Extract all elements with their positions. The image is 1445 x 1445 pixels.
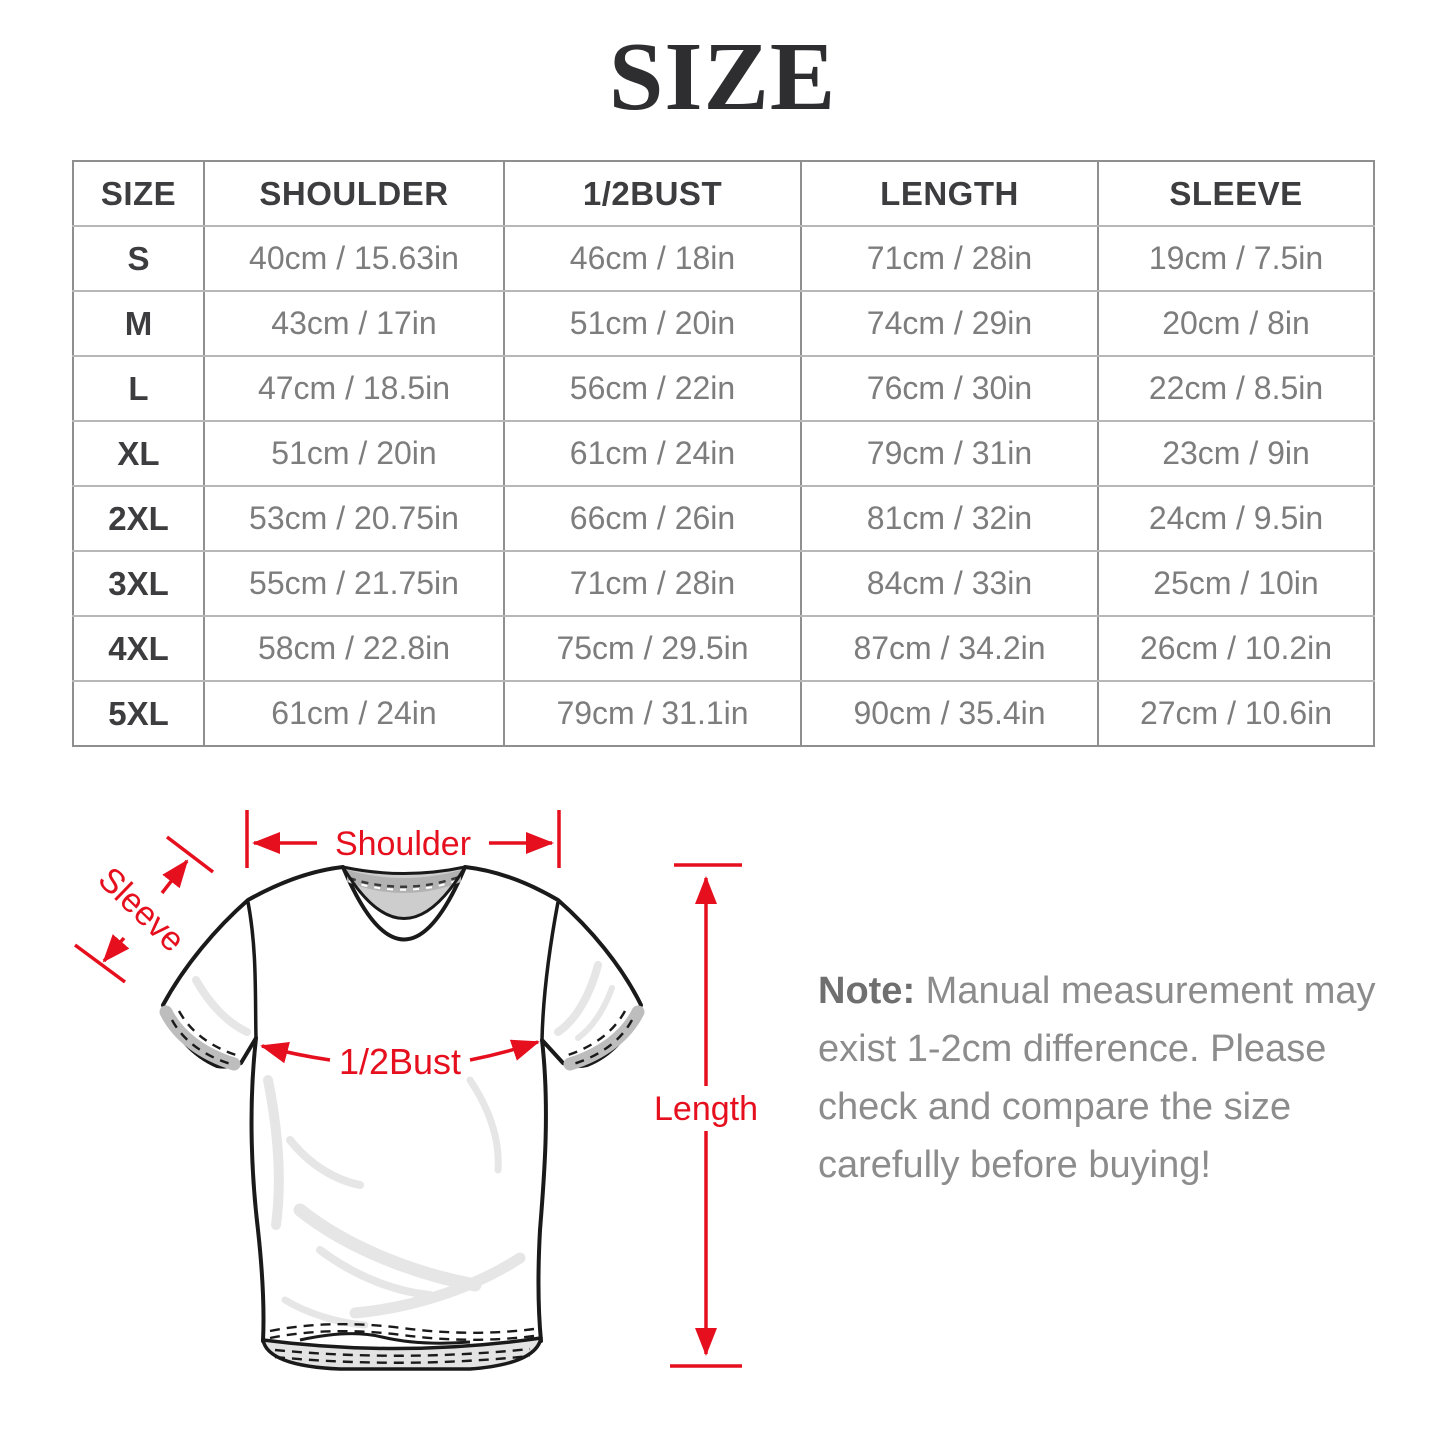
size-label: 5XL [72,680,205,747]
measurement-cell: 51cm / 20in [203,420,505,487]
measurement-cell: 61cm / 24in [503,420,802,487]
col-header-length: LENGTH [800,160,1099,227]
measurement-cell: 43cm / 17in [203,290,505,357]
measurement-cell: 27cm / 10.6in [1097,680,1375,747]
measurement-note: Note: Manual measurement may exist 1-2cm… [818,962,1378,1194]
measurement-cell: 20cm / 8in [1097,290,1375,357]
measurement-cell: 51cm / 20in [503,290,802,357]
length-label: Length [654,1090,758,1128]
measurement-cell: 61cm / 24in [203,680,505,747]
measurement-cell: 56cm / 22in [503,355,802,422]
note-prefix: Note: [818,970,916,1012]
size-label: S [72,225,205,292]
measurement-cell: 22cm / 8.5in [1097,355,1375,422]
col-header-bust: 1/2BUST [503,160,802,227]
note-line: Note: Manual measurement may [818,962,1378,1020]
cuff-stitching [170,1010,634,1067]
note-line: check and compare the size [818,1086,1292,1128]
measurement-cell: 47cm / 18.5in [203,355,505,422]
tshirt-illustration [159,865,645,1371]
measurement-cell: 71cm / 28in [800,225,1099,292]
note-line: exist 1-2cm difference. Please [818,1028,1327,1070]
bust-label: 1/2Bust [339,1041,461,1082]
length-annotation: Length [654,863,758,1368]
size-table: SIZE SHOULDER 1/2BUST LENGTH SLEEVE S 40… [72,160,1375,747]
right-sleeve-seam [540,901,560,1041]
col-header-shoulder: SHOULDER [203,160,505,227]
measurement-cell: 66cm / 26in [503,485,802,552]
left-sleeve-seam [246,901,258,1039]
table-row-5xl: 5XL 61cm / 24in 79cm / 31.1in 90cm / 35.… [72,680,1375,747]
hem [261,1322,543,1371]
measurement-cell: 71cm / 28in [503,550,802,617]
col-header-sleeve: SLEEVE [1097,160,1375,227]
measurement-cell: 84cm / 33in [800,550,1099,617]
measurement-cell: 87cm / 34.2in [800,615,1099,682]
size-label: 4XL [72,615,205,682]
table-row-m: M 43cm / 17in 51cm / 20in 74cm / 29in 20… [72,290,1375,357]
col-header-size: SIZE [72,160,205,227]
table-row-4xl: 4XL 58cm / 22.8in 75cm / 29.5in 87cm / 3… [72,615,1375,682]
measurement-cell: 23cm / 9in [1097,420,1375,487]
note-line: carefully before buying! [818,1144,1211,1186]
measurement-cell: 25cm / 10in [1097,550,1375,617]
tshirt-measurement-diagram: Shoulder Sleeve 1/2Bust Length [73,810,758,1371]
size-label: L [72,355,205,422]
table-row-3xl: 3XL 55cm / 21.75in 71cm / 28in 84cm / 33… [72,550,1375,617]
table-row-xl: XL 51cm / 20in 61cm / 24in 79cm / 31in 2… [72,420,1375,487]
table-row-2xl: 2XL 53cm / 20.75in 66cm / 26in 81cm / 32… [72,485,1375,552]
table-header-row: SIZE SHOULDER 1/2BUST LENGTH SLEEVE [72,160,1375,227]
note-text: Manual measurement may [925,970,1376,1012]
measurement-cell: 24cm / 9.5in [1097,485,1375,552]
measurement-cell: 26cm / 10.2in [1097,615,1375,682]
size-label: XL [72,420,205,487]
size-label: 2XL [72,485,205,552]
measurement-cell: 58cm / 22.8in [203,615,505,682]
table-row-l: L 47cm / 18.5in 56cm / 22in 76cm / 30in … [72,355,1375,422]
bust-annotation: 1/2Bust [260,1039,540,1082]
measurement-cell: 19cm / 7.5in [1097,225,1375,292]
measurement-cell: 90cm / 35.4in [800,680,1099,747]
measurement-cell: 55cm / 21.75in [203,550,505,617]
measurement-cell: 46cm / 18in [503,225,802,292]
table-row-s: S 40cm / 15.63in 46cm / 18in 71cm / 28in… [72,225,1375,292]
measurement-cell: 79cm / 31.1in [503,680,802,747]
tshirt-body [161,865,643,1353]
page-title: SIZE [608,23,837,131]
measurement-cell: 75cm / 29.5in [503,615,802,682]
measurement-cell: 74cm / 29in [800,290,1099,357]
shoulder-annotation: Shoulder [245,810,561,868]
collar [341,865,467,920]
shoulder-label: Shoulder [335,825,471,863]
size-label: M [72,290,205,357]
measurement-cell: 81cm / 32in [800,485,1099,552]
size-label: 3XL [72,550,205,617]
measurement-cell: 40cm / 15.63in [203,225,505,292]
measurement-cell: 53cm / 20.75in [203,485,505,552]
measurement-cell: 76cm / 30in [800,355,1099,422]
measurement-cell: 79cm / 31in [800,420,1099,487]
